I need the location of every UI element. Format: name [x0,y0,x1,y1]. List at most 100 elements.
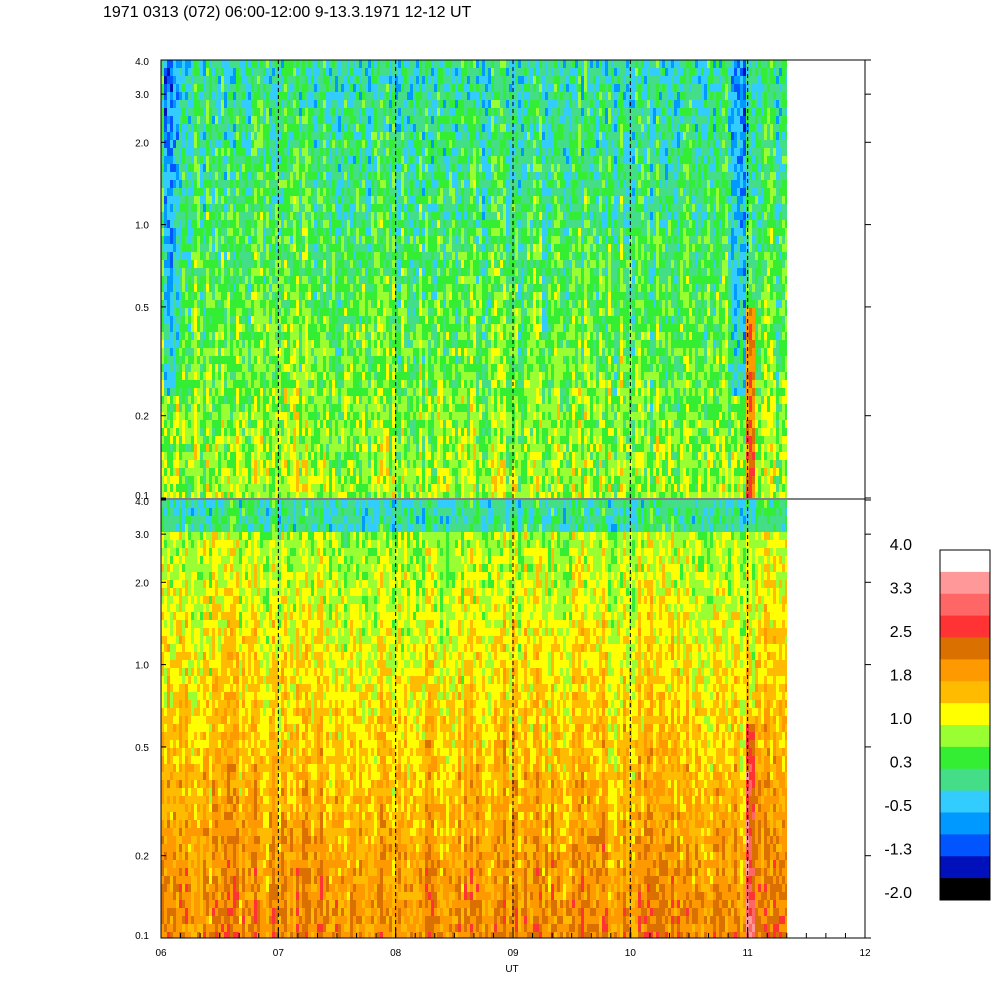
heatmap-cell [416,244,419,252]
heatmap-cell [416,60,419,68]
heatmap-cell [419,260,422,268]
heatmap-cell [284,68,287,76]
heatmap-cell [191,100,194,108]
heatmap-cell [173,244,176,252]
heatmap-cell [359,444,362,452]
heatmap-cell [389,380,392,388]
heatmap-cell [302,132,305,140]
heatmap-cell [191,156,194,164]
heatmap-cell [161,324,164,332]
heatmap-cell [344,276,347,284]
heatmap-cell [392,444,395,452]
heatmap-cell [284,396,287,404]
heatmap-cell [329,204,332,212]
heatmap-cell [194,300,197,308]
heatmap-cell [401,316,404,324]
heatmap-cell [173,412,176,420]
heatmap-cell [251,332,254,340]
heatmap-cell [362,92,365,100]
heatmap-cell [359,60,362,68]
heatmap-cell [347,412,350,420]
heatmap-cell [164,436,167,444]
heatmap-cell [296,420,299,428]
heatmap-cell [398,212,401,220]
heatmap-cell [173,492,176,498]
heatmap-cell [305,108,308,116]
heatmap-cell [212,124,215,132]
heatmap-cell [425,476,428,484]
heatmap-cell [311,268,314,276]
heatmap-cell [245,228,248,236]
heatmap-cell [164,300,167,308]
heatmap-cell [413,260,416,268]
heatmap-cell [239,484,242,492]
heatmap-cell [410,76,413,84]
heatmap-cell [347,468,350,476]
heatmap-cell [314,436,317,444]
heatmap-cell [281,260,284,268]
heatmap-cell [197,268,200,276]
heatmap-cell [365,388,368,396]
heatmap-cell [197,108,200,116]
heatmap-cell [329,484,332,492]
heatmap-cell [239,148,242,156]
heatmap-cell [332,468,335,476]
heatmap-cell [215,364,218,372]
heatmap-cell [398,140,401,148]
heatmap-cell [347,204,350,212]
heatmap-cell [329,348,332,356]
heatmap-cell [326,84,329,92]
heatmap-cell [374,132,377,140]
heatmap-cell [311,204,314,212]
heatmap-cell [230,180,233,188]
heatmap-cell [284,476,287,484]
heatmap-cell [167,156,170,164]
heatmap-cell [227,484,230,492]
heatmap-cell [218,372,221,380]
heatmap-cell [383,396,386,404]
heatmap-cell [374,340,377,348]
heatmap-cell [254,300,257,308]
heatmap-cell [194,212,197,220]
heatmap-cell [284,84,287,92]
heatmap-cell [236,116,239,124]
heatmap-cell [341,380,344,388]
heatmap-cell [203,476,206,484]
heatmap-cell [353,92,356,100]
heatmap-cell [359,316,362,324]
heatmap-cell [332,164,335,172]
heatmap-cell [401,68,404,76]
heatmap-cell [236,220,239,228]
heatmap-cell [203,492,206,498]
heatmap-cell [245,252,248,260]
heatmap-cell [185,444,188,452]
heatmap-cell [323,324,326,332]
heatmap-cell [365,372,368,380]
heatmap-cell [167,476,170,484]
heatmap-cell [428,196,431,204]
heatmap-cell [266,324,269,332]
heatmap-cell [323,84,326,92]
heatmap-cell [194,492,197,498]
heatmap-cell [341,324,344,332]
heatmap-cell [296,260,299,268]
heatmap-cell [377,444,380,452]
heatmap-cell [299,268,302,276]
heatmap-cell [188,68,191,76]
heatmap-cell [239,180,242,188]
heatmap-cell [398,228,401,236]
heatmap-cell [311,148,314,156]
heatmap-cell [383,276,386,284]
heatmap-cell [221,436,224,444]
heatmap-cell [170,68,173,76]
heatmap-cell [299,148,302,156]
heatmap-cell [359,76,362,84]
heatmap-cell [398,356,401,364]
heatmap-cell [314,212,317,220]
heatmap-cell [317,316,320,324]
heatmap-cell [233,300,236,308]
heatmap-cell [242,244,245,252]
heatmap-cell [308,60,311,68]
heatmap-cell [200,308,203,316]
heatmap-cell [404,404,407,412]
